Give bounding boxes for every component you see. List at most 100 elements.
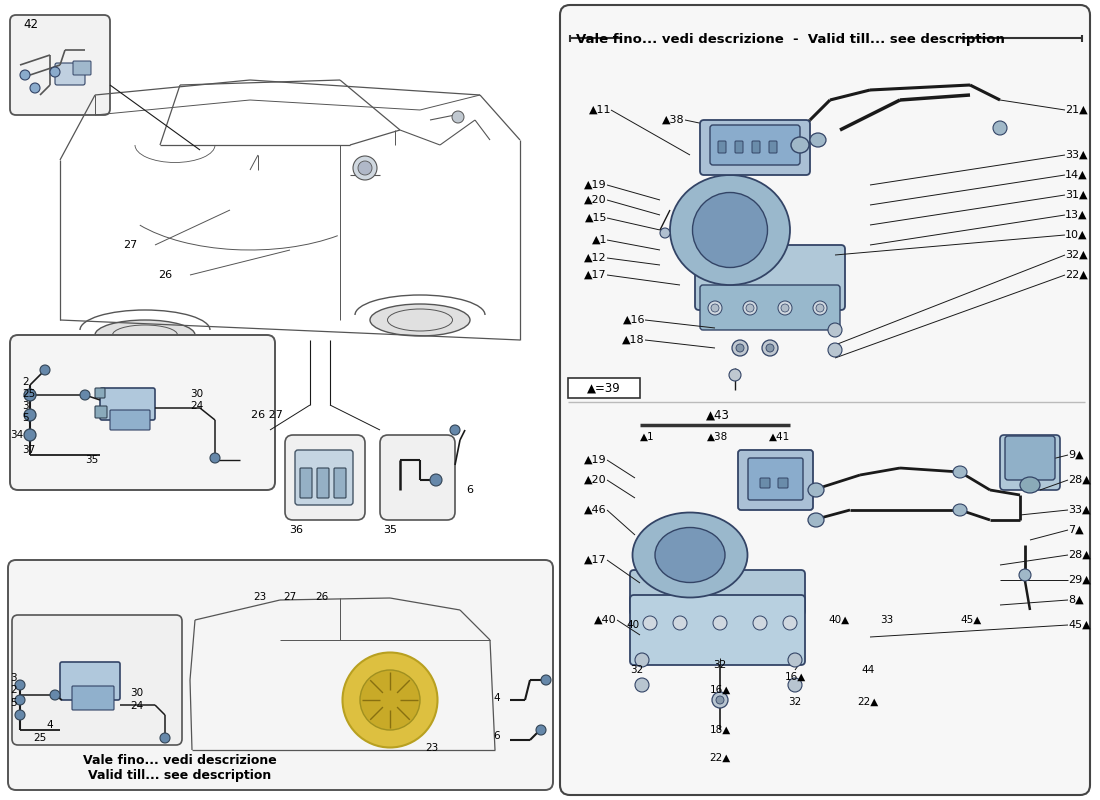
Ellipse shape	[791, 137, 808, 153]
Text: 42: 42	[23, 18, 38, 31]
FancyBboxPatch shape	[695, 245, 845, 310]
Text: 40▲: 40▲	[829, 615, 850, 625]
Ellipse shape	[828, 343, 842, 357]
Ellipse shape	[24, 389, 36, 401]
Ellipse shape	[660, 228, 670, 238]
Text: 4: 4	[46, 720, 53, 730]
FancyBboxPatch shape	[317, 468, 329, 498]
Text: ▲19: ▲19	[584, 455, 607, 465]
Ellipse shape	[50, 67, 60, 77]
Text: 14▲: 14▲	[1065, 170, 1088, 180]
Text: 36: 36	[289, 525, 302, 535]
Ellipse shape	[816, 304, 824, 312]
Ellipse shape	[541, 675, 551, 685]
Text: 26: 26	[158, 270, 172, 280]
FancyBboxPatch shape	[760, 478, 770, 488]
FancyBboxPatch shape	[300, 468, 312, 498]
Text: 24: 24	[130, 701, 143, 711]
Text: 35: 35	[85, 455, 98, 465]
Text: 26 27: 26 27	[251, 410, 283, 420]
Ellipse shape	[15, 695, 25, 705]
Text: 28▲: 28▲	[1068, 550, 1091, 560]
Ellipse shape	[15, 710, 25, 720]
Ellipse shape	[693, 193, 768, 267]
Ellipse shape	[342, 653, 438, 747]
FancyBboxPatch shape	[10, 15, 110, 115]
FancyBboxPatch shape	[379, 435, 455, 520]
Text: 25: 25	[33, 733, 46, 743]
FancyBboxPatch shape	[295, 450, 353, 505]
FancyBboxPatch shape	[748, 458, 803, 500]
Ellipse shape	[15, 680, 25, 690]
Text: ▲40: ▲40	[594, 615, 617, 625]
Text: 45▲: 45▲	[960, 615, 981, 625]
Text: ▲15: ▲15	[584, 213, 607, 223]
Ellipse shape	[716, 696, 724, 704]
Ellipse shape	[781, 304, 789, 312]
Text: ▲=39: ▲=39	[587, 382, 620, 394]
Text: ▲41: ▲41	[769, 432, 791, 442]
Text: 32: 32	[630, 665, 644, 675]
Ellipse shape	[30, 83, 40, 93]
Ellipse shape	[20, 70, 30, 80]
Text: 18▲: 18▲	[710, 725, 730, 735]
Ellipse shape	[732, 340, 748, 356]
FancyBboxPatch shape	[95, 388, 104, 398]
Text: 27: 27	[284, 592, 297, 602]
Bar	[568, 378, 640, 398]
Text: 16▲: 16▲	[784, 672, 805, 682]
Text: 45▲: 45▲	[1068, 620, 1090, 630]
Text: 16▲: 16▲	[710, 685, 730, 695]
FancyBboxPatch shape	[769, 141, 777, 153]
Ellipse shape	[360, 670, 420, 730]
Ellipse shape	[708, 301, 722, 315]
Ellipse shape	[828, 323, 842, 337]
Ellipse shape	[536, 725, 546, 735]
Text: ▲17: ▲17	[584, 270, 607, 280]
Text: 2: 2	[22, 377, 29, 387]
Text: 44: 44	[861, 665, 875, 675]
Text: 7▲: 7▲	[1068, 525, 1084, 535]
Ellipse shape	[808, 483, 824, 497]
FancyBboxPatch shape	[73, 61, 91, 75]
FancyBboxPatch shape	[12, 615, 182, 745]
Text: ▲38: ▲38	[662, 115, 685, 125]
Ellipse shape	[40, 365, 49, 375]
Text: Vale fino... vedi descrizione  -  Valid till... see description: Vale fino... vedi descrizione - Valid ti…	[575, 34, 1004, 46]
Ellipse shape	[24, 409, 36, 421]
Ellipse shape	[736, 344, 744, 352]
Text: ▲12: ▲12	[584, 253, 607, 263]
Ellipse shape	[788, 678, 802, 692]
Text: 31▲: 31▲	[1065, 190, 1088, 200]
FancyBboxPatch shape	[718, 141, 726, 153]
Text: 22▲: 22▲	[1065, 270, 1088, 280]
Ellipse shape	[713, 616, 727, 630]
Text: ▲43: ▲43	[706, 409, 730, 422]
Text: 25: 25	[22, 389, 35, 399]
Text: 22▲: 22▲	[857, 697, 879, 707]
Ellipse shape	[450, 425, 460, 435]
Ellipse shape	[711, 304, 719, 312]
Ellipse shape	[742, 301, 757, 315]
Ellipse shape	[1020, 477, 1040, 493]
Text: 30: 30	[130, 688, 143, 698]
FancyBboxPatch shape	[1000, 435, 1060, 490]
Text: 30: 30	[190, 389, 204, 399]
Ellipse shape	[632, 513, 748, 598]
Text: 34: 34	[10, 430, 23, 440]
Text: 26: 26	[316, 592, 329, 602]
FancyBboxPatch shape	[630, 570, 805, 615]
Text: ▲20: ▲20	[584, 475, 607, 485]
FancyBboxPatch shape	[60, 662, 120, 700]
Text: Valid till... see description: Valid till... see description	[88, 769, 272, 782]
Text: ▲20: ▲20	[584, 195, 607, 205]
FancyBboxPatch shape	[100, 388, 155, 420]
Text: 32: 32	[789, 697, 802, 707]
Ellipse shape	[953, 466, 967, 478]
Text: 8▲: 8▲	[1068, 595, 1084, 605]
FancyBboxPatch shape	[95, 406, 107, 418]
FancyBboxPatch shape	[752, 141, 760, 153]
Ellipse shape	[788, 653, 802, 667]
Ellipse shape	[644, 616, 657, 630]
FancyBboxPatch shape	[778, 478, 788, 488]
